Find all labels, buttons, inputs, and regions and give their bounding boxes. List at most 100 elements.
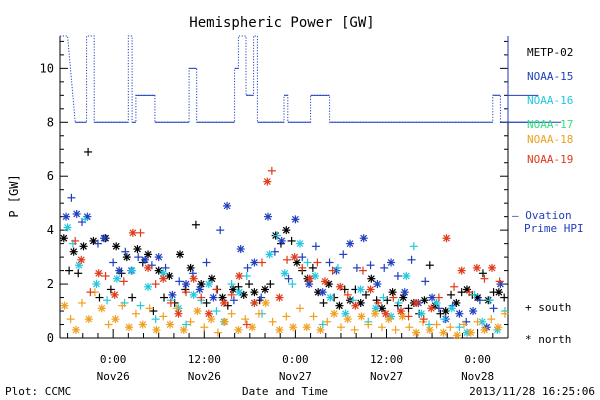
point-noaa-16 [242, 271, 251, 280]
point-noaa-18 [138, 320, 147, 329]
point-noaa-18 [432, 320, 441, 329]
point-noaa-19 [313, 258, 322, 267]
point-noaa-18 [172, 304, 181, 313]
point-noaa-15 [202, 258, 211, 267]
point-noaa-15 [115, 266, 124, 275]
point-metp-02 [377, 304, 386, 313]
point-noaa-16 [409, 242, 418, 251]
point-noaa-18 [97, 304, 106, 313]
point-noaa-19 [434, 293, 443, 302]
point-noaa-16 [81, 215, 90, 224]
point-noaa-15 [264, 212, 273, 221]
point-metp-02 [79, 242, 88, 251]
point-noaa-16 [295, 239, 304, 248]
point-noaa-15 [100, 234, 109, 243]
point-metp-02 [399, 293, 408, 302]
point-noaa-19 [358, 266, 367, 275]
point-noaa-15 [400, 288, 409, 297]
point-noaa-15 [380, 263, 389, 272]
point-metp-02 [319, 298, 328, 307]
point-metp-02 [89, 236, 98, 245]
point-metp-02 [266, 280, 275, 289]
point-noaa-19 [204, 309, 213, 318]
point-noaa-16 [136, 301, 145, 310]
point-noaa-18 [316, 325, 325, 334]
point-noaa-15 [359, 234, 368, 243]
point-noaa-15 [243, 263, 252, 272]
point-noaa-16 [470, 290, 479, 299]
x-axis-ticks: 0:00 Nov26 12:00 Nov26 0:00 Nov27 12:00 Nov27 0:… [67, 329, 509, 383]
point-noaa-18 [295, 304, 304, 313]
point-noaa-15 [154, 253, 163, 262]
point-metp-02 [441, 307, 450, 316]
point-metp-02 [218, 293, 227, 302]
point-noaa-16 [92, 280, 101, 289]
x-axis-label: Date and Time [242, 385, 328, 398]
point-noaa-16 [394, 298, 403, 307]
point-noaa-15 [62, 212, 71, 221]
point-noaa-15 [175, 277, 184, 286]
point-noaa-18 [330, 309, 339, 318]
point-noaa-18 [241, 315, 250, 324]
point-noaa-18 [186, 317, 195, 326]
point-noaa-15 [209, 293, 218, 302]
point-noaa-19 [151, 280, 160, 289]
point-noaa-19 [263, 177, 272, 186]
point-metp-02 [160, 293, 169, 302]
point-noaa-18 [254, 309, 263, 318]
point-noaa-15 [277, 236, 286, 245]
point-noaa-18 [60, 301, 69, 310]
point-noaa-18 [104, 320, 113, 329]
point-noaa-19 [182, 288, 191, 297]
point-noaa-18 [213, 328, 222, 337]
point-noaa-15 [168, 290, 177, 299]
point-noaa-15 [325, 258, 334, 267]
point-noaa-15 [298, 253, 307, 262]
point-noaa-15 [182, 280, 191, 289]
point-metp-02 [308, 263, 317, 272]
legend-item-noaa-18: NOAA-18 [527, 133, 573, 146]
point-noaa-16 [128, 266, 137, 275]
point-noaa-19 [465, 288, 474, 297]
point-noaa-18 [453, 331, 462, 340]
point-noaa-19 [227, 290, 236, 299]
point-noaa-19 [267, 166, 276, 175]
point-noaa-19 [351, 301, 360, 310]
point-noaa-19 [457, 266, 466, 275]
point-metp-02 [133, 245, 142, 254]
point-noaa-18 [302, 323, 311, 332]
point-metp-02 [234, 282, 243, 291]
point-noaa-19 [119, 277, 128, 286]
point-noaa-18 [500, 309, 509, 318]
y-tick-label: 4 [47, 223, 54, 237]
point-metp-02 [245, 280, 254, 289]
point-noaa-19 [480, 274, 489, 283]
point-metp-02 [165, 271, 174, 280]
point-noaa-16 [227, 280, 236, 289]
point-metp-02 [367, 274, 376, 283]
point-noaa-18 [220, 317, 229, 326]
point-metp-02 [106, 285, 115, 294]
point-noaa-15 [236, 245, 245, 254]
point-metp-02 [404, 304, 413, 313]
footer-plot-credit: Plot: CCMC [5, 385, 71, 398]
point-noaa-19 [166, 298, 175, 307]
point-noaa-18 [412, 328, 421, 337]
point-noaa-19 [159, 274, 168, 283]
point-noaa-16 [455, 323, 464, 332]
point-noaa-18 [268, 317, 277, 326]
legend: METP-02 NOAA-15 NOAA-16 NOAA-17 NOAA-18 … [512, 46, 584, 346]
point-noaa-18 [248, 323, 257, 332]
point-metp-02 [425, 261, 434, 270]
point-metp-02 [447, 290, 456, 299]
point-noaa-16 [103, 296, 112, 305]
point-noaa-18 [282, 312, 291, 321]
point-metp-02 [287, 236, 296, 245]
point-noaa-16 [235, 288, 244, 297]
point-noaa-16 [288, 280, 297, 289]
point-noaa-19 [328, 266, 337, 275]
point-noaa-15 [339, 250, 348, 259]
point-noaa-15 [373, 280, 382, 289]
point-noaa-19 [212, 285, 221, 294]
